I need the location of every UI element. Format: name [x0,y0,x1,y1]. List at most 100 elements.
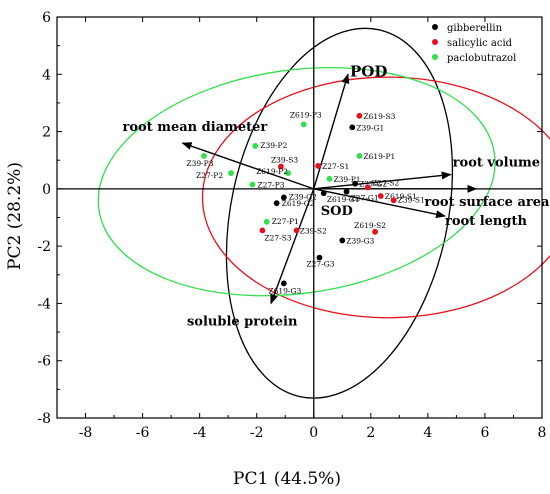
data-point [320,190,327,197]
data-point [263,218,270,225]
point-label: Z27-S1 [322,162,349,171]
y-tick-label: 2 [42,125,51,141]
data-point [365,184,371,191]
legend-marker [432,39,438,45]
data-point [273,200,280,207]
y-tick-label: 0 [42,182,51,198]
ellipse-paclobutrazol [97,66,496,297]
point-label: Z27-G1 [351,194,379,203]
vector-label: SOD [321,204,353,219]
point-label: Z27-P3 [257,181,284,190]
data-point [377,193,384,199]
legend-label: paclobutrazol [447,53,516,64]
point-label: Z619-P3 [290,110,322,119]
point-label: Z27-G3 [306,260,334,269]
data-point [293,227,300,234]
x-tick-label: 4 [423,425,432,441]
ellipse-salicylic-acid [201,76,550,319]
point-label: Z619-P1 [363,152,395,161]
x-tick-label: -8 [79,425,93,441]
vector-arrow-root-mean-diameter [181,142,314,190]
y-tick-label: -2 [37,239,51,255]
point-label: Z39-S3 [271,156,298,165]
data-point [300,121,307,128]
point-label: Z619-S3 [363,112,395,121]
data-point [315,163,321,169]
y-tick-label: 6 [42,10,51,26]
data-point [201,153,207,159]
data-point [285,170,291,177]
y-tick-label: 4 [42,67,51,83]
x-tick-label: -2 [250,425,264,441]
data-point [316,254,323,261]
point-label: Z619-P2 [256,167,288,176]
point-label: Z39-G1 [356,123,384,132]
x-tick-label: 8 [538,425,547,441]
point-label: Z619-S2 [354,221,386,230]
point-label: Z619-G3 [268,286,301,295]
point-label: Z27-P2 [196,171,223,180]
point-label: Z27-P1 [272,217,299,226]
data-point [356,153,363,159]
data-point [356,112,363,119]
vector-label: root mean diameter [123,120,268,135]
x-tick-label: 2 [366,425,375,441]
series-paclobutrazol: Z619-P3 Z619-P1 Z39-P2 Z619-P2 Z39-P1 Z39-P3 Z… [186,110,395,225]
x-axis-label: PC1 (44.5%) [233,469,341,489]
vector-label: soluble protein [187,314,298,329]
point-label: Z39-P1 [333,175,360,184]
vector-arrow-POD [313,73,350,190]
point-label: Z39-S1 [398,195,425,204]
legend: gibberellin salicylic acid paclobutrazol [432,23,516,64]
x-tick-label: 0 [309,425,318,441]
data-point [259,227,266,234]
y-axis-label: PC2 (28.2%) [5,162,25,270]
data-point [349,124,356,131]
point-label: Z27-S2 [372,178,399,187]
vector-arrow-root-volume [313,171,452,190]
confidence-ellipses [97,27,550,399]
data-point [352,180,359,187]
point-label: Z619-G2 [282,199,315,208]
axes: -8 -6 -4 -2 0 2 4 6 8 -8 -6 -4 -2 0 2 4 6 [37,10,546,441]
point-label: Z39-G3 [346,236,374,245]
point-label: Z619-S1 [385,192,417,201]
data-point [390,197,397,204]
point-label: Z39-S2 [300,226,327,235]
data-point [326,175,333,182]
vector-label: root length [445,214,527,229]
data-point [249,181,256,188]
x-tick-label: -4 [193,425,207,441]
x-tick-label: -6 [136,425,150,441]
ellipse-gibberellin [225,27,454,399]
data-point [372,228,379,235]
point-label: Z27-S3 [264,233,291,242]
loading-vectors: POD root mean diameter root volume root sur… [123,62,550,329]
legend-marker [432,24,438,30]
data-point [280,280,287,287]
data-point [280,194,287,201]
legend-marker [432,54,438,60]
legend-label: gibberellin [447,23,503,34]
data-point [339,237,346,244]
vector-label: root volume [453,156,540,171]
legend-label: salicylic acid [447,38,513,49]
data-point [343,188,350,195]
x-tick-label: 6 [480,425,489,441]
vector-label: POD [350,62,387,80]
point-label: Z39-P3 [186,159,213,168]
point-label: Z27-G2 [359,180,387,189]
data-point [278,163,284,170]
vector-arrow-soluble-protein [270,188,315,305]
data-point [252,142,259,149]
y-tick-label: -4 [37,296,51,312]
point-label: Z619-G1 [327,195,360,204]
y-tick-label: -8 [37,411,51,427]
point-label: Z39-G2 [289,192,317,201]
vector-arrow-root-length [313,188,446,219]
data-point [228,170,234,177]
